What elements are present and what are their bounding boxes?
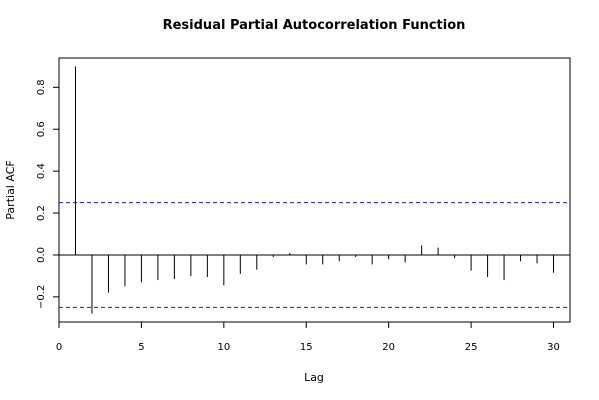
y-tick-label: −0.2 xyxy=(36,285,47,309)
y-axis-label: Partial ACF xyxy=(4,160,17,219)
x-axis-label: Lag xyxy=(304,371,324,384)
y-tick-label: 0.4 xyxy=(36,163,47,179)
plot-frame xyxy=(58,57,571,323)
chart-title: Residual Partial Autocorrelation Functio… xyxy=(163,18,466,33)
y-axis: −0.2 0.0 0.2 0.4 0.6 0.8 xyxy=(36,79,59,309)
x-tick-label: 30 xyxy=(547,342,560,353)
x-tick-label: 10 xyxy=(217,342,230,353)
y-tick-label: 0.8 xyxy=(36,79,47,95)
x-tick-label: 5 xyxy=(138,342,144,353)
x-tick-label: 20 xyxy=(382,342,395,353)
x-axis: 0 5 10 15 20 25 30 xyxy=(56,322,560,353)
y-tick-label: 0.6 xyxy=(36,121,47,137)
x-tick-label: 0 xyxy=(56,342,62,353)
y-tick-label: 0.0 xyxy=(36,247,47,263)
y-tick-label: 0.2 xyxy=(36,205,47,221)
bars xyxy=(74,66,555,314)
x-tick-label: 15 xyxy=(300,342,313,353)
x-tick-label: 25 xyxy=(465,342,478,353)
